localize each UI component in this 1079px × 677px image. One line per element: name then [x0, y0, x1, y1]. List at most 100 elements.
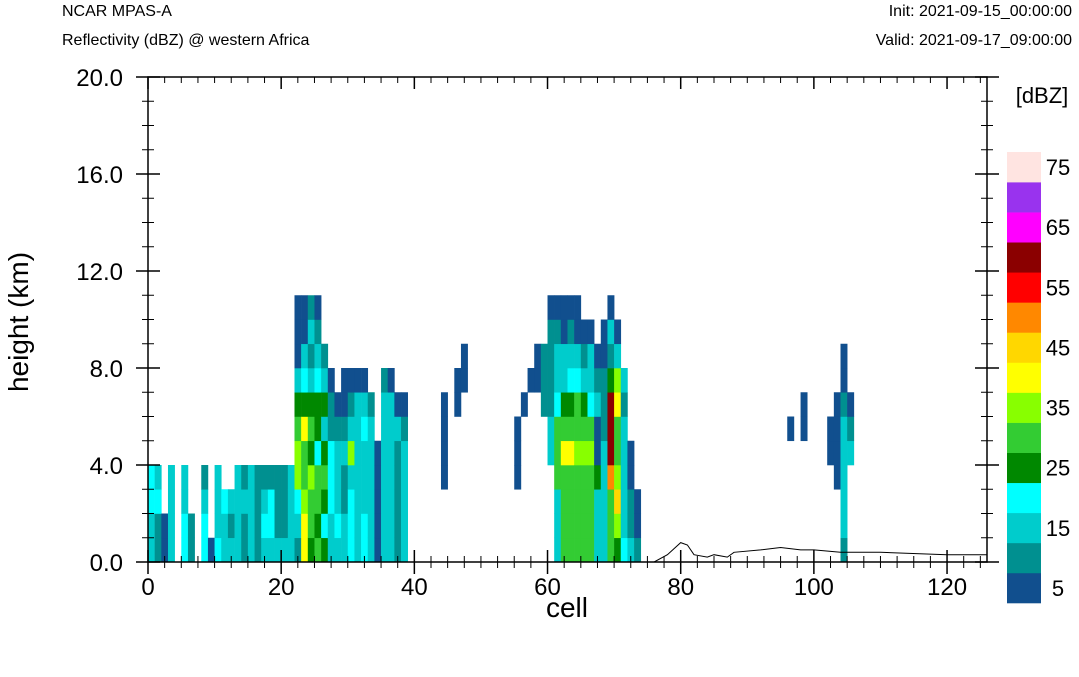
reflectivity-cell [607, 513, 615, 539]
reflectivity-cell [587, 513, 595, 539]
reflectivity-cell [607, 368, 615, 393]
reflectivity-cell [361, 368, 369, 393]
reflectivity-cell [600, 319, 608, 345]
reflectivity-cell [214, 537, 222, 563]
y-tick-label: 4.0 [90, 453, 123, 480]
reflectivity-cell [634, 537, 642, 563]
reflectivity-cell [594, 416, 602, 442]
reflectivity-cell [560, 295, 568, 320]
reflectivity-cell [460, 368, 468, 393]
reflectivity-cell [254, 465, 262, 490]
reflectivity-cell [787, 416, 795, 442]
reflectivity-cell [327, 440, 335, 466]
reflectivity-cell [547, 295, 555, 320]
reflectivity-cell [327, 392, 335, 417]
reflectivity-cell [381, 416, 389, 442]
init-time: Init: 2021-09-15_00:00:00 [889, 3, 1072, 20]
reflectivity-cell [394, 465, 402, 490]
reflectivity-cell [347, 368, 355, 393]
reflectivity-cell [274, 537, 282, 563]
reflectivity-cell [527, 368, 535, 393]
reflectivity-cell [294, 416, 302, 442]
reflectivity-cell [574, 537, 582, 563]
reflectivity-cell [574, 343, 582, 369]
reflectivity-cell [161, 537, 169, 563]
reflectivity-cell [287, 513, 295, 539]
y-axis-label: height (km) [3, 252, 34, 392]
reflectivity-cell [241, 489, 249, 514]
reflectivity-cell [574, 513, 582, 539]
reflectivity-cell [587, 319, 595, 345]
reflectivity-cell [314, 368, 322, 393]
reflectivity-cell [627, 440, 635, 466]
reflectivity-cell [587, 416, 595, 442]
reflectivity-cell [574, 392, 582, 417]
reflectivity-cell [401, 440, 408, 466]
colorbar-label: 25 [1046, 456, 1070, 481]
reflectivity-cell [574, 440, 582, 466]
reflectivity-cell [347, 440, 355, 466]
reflectivity-cell [347, 489, 355, 514]
x-tick-label: 40 [401, 574, 428, 601]
reflectivity-cell [574, 489, 582, 514]
reflectivity-cell [614, 440, 622, 466]
reflectivity-cell [361, 513, 369, 539]
reflectivity-cell [367, 440, 375, 466]
reflectivity-cell [600, 416, 608, 442]
reflectivity-cell [607, 489, 615, 514]
reflectivity-cell [247, 513, 255, 539]
reflectivity-cell [833, 416, 841, 442]
reflectivity-cell [167, 465, 175, 490]
reflectivity-cell [374, 465, 382, 490]
reflectivity-cell [361, 465, 369, 490]
terrain-profile [148, 542, 987, 563]
reflectivity-cell [514, 440, 522, 466]
reflectivity-cell [600, 343, 608, 369]
reflectivity-cell [307, 489, 315, 514]
reflectivity-cell [301, 465, 309, 490]
reflectivity-cell [361, 537, 369, 563]
reflectivity-cell [294, 392, 302, 417]
reflectivity-cell [281, 465, 289, 490]
reflectivity-cell [440, 440, 448, 466]
reflectivity-cell [607, 295, 615, 320]
field-title: Reflectivity (dBZ) @ western Africa [62, 32, 310, 49]
reflectivity-cell [334, 416, 342, 442]
reflectivity-cell [181, 465, 189, 490]
colorbar-swatch [1007, 182, 1041, 213]
reflectivity-cell [567, 319, 575, 345]
colorbar-swatch [1007, 572, 1041, 604]
reflectivity-cell [307, 368, 315, 393]
colorbar-swatch [1007, 452, 1041, 484]
reflectivity-cell [314, 343, 322, 369]
reflectivity-cell [314, 392, 322, 417]
reflectivity-cell [334, 465, 342, 490]
reflectivity-cell [314, 416, 322, 442]
reflectivity-cell [547, 319, 555, 345]
reflectivity-cell [334, 489, 342, 514]
reflectivity-cell [354, 489, 362, 514]
reflectivity-cell [307, 392, 315, 417]
reflectivity-cell [620, 537, 628, 563]
reflectivity-cell [567, 489, 575, 514]
valid-time: Valid: 2021-09-17_09:00:00 [876, 32, 1072, 49]
reflectivity-cell [580, 489, 588, 514]
reflectivity-cell [634, 513, 642, 539]
reflectivity-cell [167, 513, 175, 539]
reflectivity-cell [587, 343, 595, 369]
reflectivity-cell [261, 465, 269, 490]
reflectivity-cell [554, 392, 562, 417]
reflectivity-cell [327, 465, 335, 490]
reflectivity-cell [321, 537, 329, 563]
y-tick-label: 12.0 [76, 259, 123, 286]
reflectivity-cell [600, 465, 608, 490]
reflectivity-cell [294, 513, 302, 539]
reflectivity-cell [627, 489, 635, 514]
reflectivity-cell [274, 489, 282, 514]
reflectivity-cell [301, 319, 309, 345]
reflectivity-cell [307, 465, 315, 490]
reflectivity-cell [394, 537, 402, 563]
reflectivity-cell [387, 416, 395, 442]
reflectivity-cell [327, 513, 335, 539]
reflectivity-cell [301, 295, 309, 320]
